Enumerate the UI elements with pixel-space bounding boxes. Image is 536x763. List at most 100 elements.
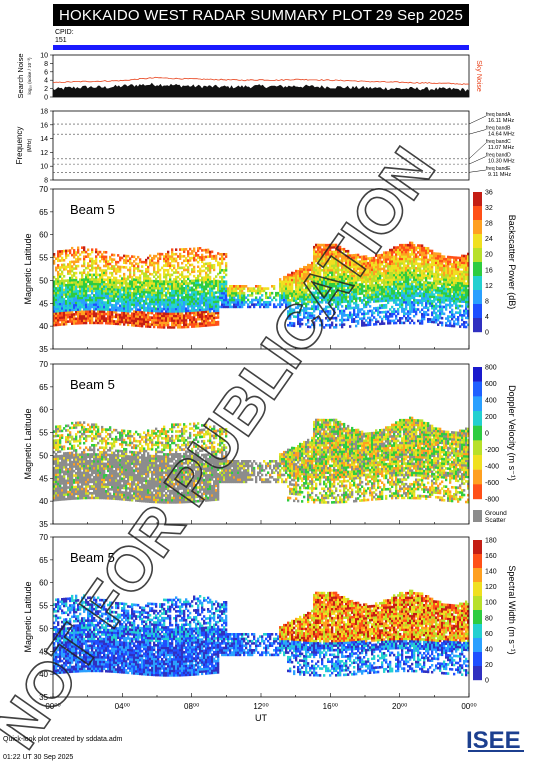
power-cell <box>67 263 70 266</box>
power-cell <box>287 278 290 281</box>
power-cell <box>307 268 310 271</box>
power-cell <box>205 321 208 325</box>
power-cell <box>119 258 122 262</box>
power-cell <box>225 266 228 270</box>
power-cell <box>449 269 452 273</box>
power-cell <box>349 256 352 260</box>
power-cell <box>399 275 402 279</box>
velocity-cell <box>55 464 58 467</box>
power-cell <box>381 272 384 275</box>
power-cell <box>331 262 334 265</box>
power-cell <box>121 320 124 324</box>
power-cell <box>165 287 168 290</box>
power-cell <box>333 268 336 272</box>
power-cell <box>463 282 466 285</box>
power-cell <box>209 314 212 318</box>
power-cell <box>393 287 396 291</box>
power-cell <box>281 298 284 302</box>
power-cell <box>137 285 140 289</box>
power-cell <box>301 284 304 287</box>
power-cell <box>79 317 82 320</box>
power-cell <box>433 318 436 322</box>
power-cell <box>57 291 60 295</box>
power-cell <box>137 299 140 302</box>
power-cell <box>421 258 424 261</box>
power-cell <box>77 319 80 323</box>
power-cell <box>183 303 186 306</box>
power-cell <box>127 307 130 311</box>
power-cell <box>135 324 138 327</box>
power-cell <box>133 271 136 275</box>
power-cell <box>443 294 446 297</box>
power-cell <box>407 264 410 268</box>
power-cell <box>123 259 126 262</box>
power-cell <box>425 304 428 307</box>
power-cell <box>119 316 122 319</box>
power-cell <box>371 298 374 301</box>
frequency-ylabel: Frequency <box>15 127 24 165</box>
power-cell <box>291 322 294 325</box>
power-cell <box>313 277 316 281</box>
power-cell <box>355 265 358 268</box>
power-cell <box>291 276 294 279</box>
power-cell <box>213 314 216 317</box>
power-cell <box>413 262 416 265</box>
power-cell <box>95 259 98 263</box>
power-cell <box>419 287 422 291</box>
power-cell <box>397 294 400 297</box>
power-cell <box>403 271 406 274</box>
power-cell <box>147 293 150 296</box>
power-cell <box>105 296 108 300</box>
power-cell <box>345 277 348 281</box>
power-cell <box>405 296 408 299</box>
power-cell <box>369 286 372 290</box>
power-cell <box>171 248 174 251</box>
power-cell <box>337 259 340 263</box>
velocity-cell <box>53 478 56 481</box>
power-cell <box>131 294 134 297</box>
power-cell <box>319 278 322 281</box>
power-cell <box>117 320 120 323</box>
power-cell <box>167 291 170 295</box>
power-cell <box>327 282 330 286</box>
power-cell <box>175 316 178 320</box>
power-cell <box>349 295 352 299</box>
power-cell <box>197 279 200 282</box>
power-cell <box>415 308 418 311</box>
power-cell <box>435 284 438 287</box>
power-cell <box>451 317 454 321</box>
power-cell <box>83 269 86 272</box>
power-cell <box>451 299 454 303</box>
power-cell <box>385 253 388 257</box>
power-cell <box>357 262 360 266</box>
power-cell <box>403 310 406 313</box>
power-cell <box>91 280 94 283</box>
power-cell <box>87 314 90 318</box>
power-cell <box>55 303 58 306</box>
power-cell <box>159 307 162 311</box>
power-cell <box>387 290 390 293</box>
power-cell <box>399 250 402 254</box>
power-cell <box>189 320 192 324</box>
power-cell <box>385 290 388 293</box>
power-cell <box>165 296 168 299</box>
power-cell <box>279 294 282 297</box>
power-cell <box>199 247 202 250</box>
power-cell <box>201 258 204 261</box>
power-cell <box>361 319 364 323</box>
power-cell <box>65 293 68 296</box>
power-cell <box>453 281 456 284</box>
power-cell <box>197 318 200 321</box>
power-cell <box>61 284 64 287</box>
power-cell <box>173 307 176 311</box>
velocity-cell <box>57 498 60 502</box>
power-cell <box>301 270 304 273</box>
power-cell <box>155 286 158 290</box>
power-cell <box>155 296 158 299</box>
power-cell <box>213 254 216 258</box>
power-cell <box>389 321 392 325</box>
power-cell <box>313 268 316 272</box>
power-cell <box>407 257 410 261</box>
power-cell <box>225 273 228 277</box>
power-cell <box>211 291 214 295</box>
